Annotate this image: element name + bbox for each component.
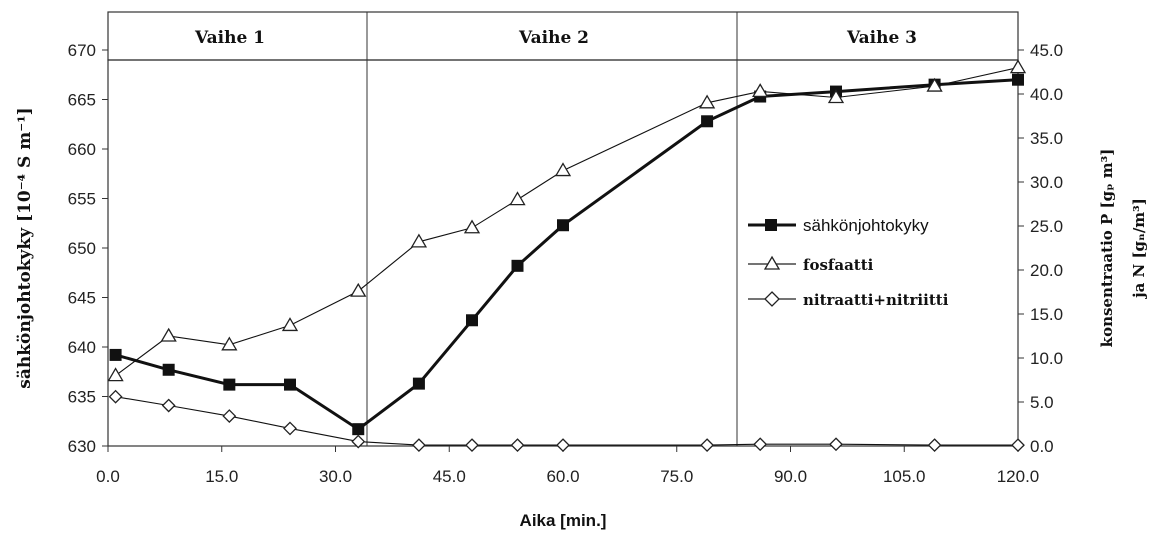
legend-label-conductivity: sähkönjohtokyky xyxy=(803,216,929,235)
x-tick-label: 60.0 xyxy=(546,467,579,486)
x-axis-label: Aika [min.] xyxy=(520,511,607,530)
y-right-tick-label: 35.0 xyxy=(1030,129,1063,148)
y-right-ticks: 0.0 5.0 10.0 15.0 20.0 25.0 30.0 35.0 40.0 45.0 xyxy=(1018,41,1063,456)
y-left-tick-label: 635 xyxy=(68,388,96,407)
data-point-triangle xyxy=(752,83,769,98)
x-ticks: 0.0 15.0 30.0 45.0 60.0 75.0 90.0 105.0 120.0 xyxy=(96,446,1039,486)
x-tick-label: 90.0 xyxy=(774,467,807,486)
series-layer xyxy=(107,59,1027,453)
data-point-diamond xyxy=(465,438,479,453)
y-left-tick-label: 660 xyxy=(68,140,96,159)
y-left-tick-label: 665 xyxy=(68,91,96,110)
data-point-diamond xyxy=(700,438,715,453)
data-point-triangle xyxy=(827,89,845,104)
y-left-label: sähkönjohtokyky [10⁻⁴ S m⁻¹] xyxy=(15,107,35,388)
y-right-tick-label: 40.0 xyxy=(1030,85,1063,104)
plot-area xyxy=(107,59,1019,447)
data-point-diamond xyxy=(411,438,426,453)
data-point-triangle xyxy=(463,219,481,234)
y-right-tick-label: 15.0 xyxy=(1030,305,1063,324)
data-point-diamond xyxy=(753,437,768,452)
data-point-diamond xyxy=(510,438,525,453)
data-point-square xyxy=(701,115,714,128)
legend: sähkönjohtokyky fosfaatti nitraatti+nitr… xyxy=(748,216,949,309)
data-point-diamond xyxy=(108,389,123,404)
legend-item-nitrate: nitraatti+nitriitti xyxy=(748,291,949,309)
y-right-label-line1: konsentraatio P [gₚ m³] xyxy=(1098,149,1116,348)
data-point-diamond xyxy=(283,421,297,436)
data-point-triangle xyxy=(410,233,428,248)
x-tick-label: 30.0 xyxy=(319,467,352,486)
phase-header xyxy=(107,11,1019,61)
legend-marker-square xyxy=(765,219,777,231)
phase-1-label: Vaihe 1 xyxy=(194,28,265,48)
y-right-tick-label: 30.0 xyxy=(1030,173,1063,192)
data-point-square xyxy=(1012,73,1024,86)
x-tick-label: 45.0 xyxy=(433,467,466,486)
data-point-diamond xyxy=(556,438,570,453)
y-left-tick-label: 650 xyxy=(68,239,96,258)
y-left-tick-label: 655 xyxy=(68,190,96,209)
x-tick-label: 105.0 xyxy=(883,467,926,486)
y-left-ticks: 630 635 640 645 650 655 660 665 670 xyxy=(68,41,108,456)
y-right-label-line2: ja N [gₙ/m³] xyxy=(1130,198,1148,300)
legend-marker-triangle xyxy=(763,255,781,270)
y-right-tick-label: 0.0 xyxy=(1030,437,1054,456)
data-point-square xyxy=(109,348,122,361)
data-point-triangle xyxy=(1009,59,1027,74)
legend-marker-diamond xyxy=(764,291,780,307)
y-left-tick-label: 670 xyxy=(68,41,96,60)
legend-label-nitrate: nitraatti+nitriitti xyxy=(803,291,949,309)
x-tick-label: 75.0 xyxy=(660,467,693,486)
data-point-diamond xyxy=(161,398,176,413)
legend-item-conductivity: sähkönjohtokyky xyxy=(748,216,929,235)
y-right-tick-label: 20.0 xyxy=(1030,261,1063,280)
x-tick-label: 15.0 xyxy=(205,467,238,486)
legend-label-phosphate: fosfaatti xyxy=(803,256,874,274)
data-point-triangle xyxy=(554,162,572,177)
series-line-1 xyxy=(115,67,1019,377)
x-tick-label: 0.0 xyxy=(96,467,120,486)
data-point-square xyxy=(223,378,236,391)
data-point-triangle xyxy=(509,191,526,206)
x-tick-label: 120.0 xyxy=(997,467,1040,486)
series-line-0 xyxy=(115,78,1019,432)
phase-2-label: Vaihe 2 xyxy=(518,28,589,48)
legend-item-phosphate: fosfaatti xyxy=(748,255,874,274)
data-point-square xyxy=(284,378,296,391)
y-left-tick-label: 630 xyxy=(68,437,96,456)
data-point-square xyxy=(352,423,365,436)
data-point-square xyxy=(412,377,425,390)
data-point-diamond xyxy=(222,409,237,423)
data-point-triangle xyxy=(160,327,177,342)
y-left-tick-label: 640 xyxy=(68,338,96,357)
y-right-tick-label: 5.0 xyxy=(1030,393,1054,412)
data-point-diamond xyxy=(1011,438,1025,453)
data-point-triangle xyxy=(350,282,367,297)
data-point-diamond xyxy=(927,438,942,453)
phase-3-label: Vaihe 3 xyxy=(846,28,917,48)
data-point-diamond xyxy=(351,434,366,449)
data-point-triangle xyxy=(698,94,716,109)
data-point-square xyxy=(466,314,478,327)
y-right-tick-label: 45.0 xyxy=(1030,41,1063,60)
data-point-triangle xyxy=(221,336,238,351)
data-point-diamond xyxy=(829,437,843,452)
data-point-triangle xyxy=(926,77,943,92)
y-right-tick-label: 25.0 xyxy=(1030,217,1063,236)
data-point-triangle xyxy=(281,317,299,332)
data-point-triangle xyxy=(107,367,124,382)
y-right-tick-label: 10.0 xyxy=(1030,349,1063,368)
data-point-square xyxy=(557,219,569,232)
series-line-2 xyxy=(115,396,1018,446)
y-left-tick-label: 645 xyxy=(68,289,96,308)
data-point-square xyxy=(511,259,524,272)
data-point-square xyxy=(162,363,175,376)
